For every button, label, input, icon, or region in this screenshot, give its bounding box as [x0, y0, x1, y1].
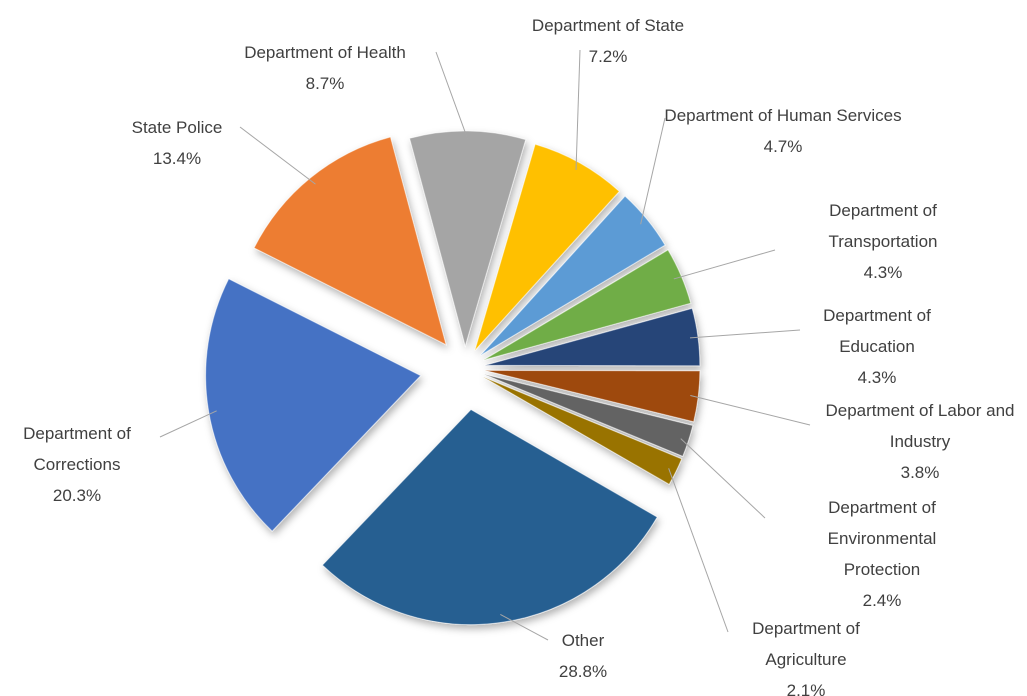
- data-label: State Police 13.4%: [97, 112, 257, 174]
- label-value: 8.7%: [305, 74, 345, 93]
- label-value: 13.4%: [152, 149, 202, 168]
- label-name: Other: [561, 631, 605, 650]
- label-value: 4.3%: [863, 263, 903, 282]
- data-label: Department of Agriculture 2.1%: [721, 613, 891, 696]
- label-name: State Police: [131, 118, 223, 137]
- pie-slice: [480, 195, 666, 356]
- data-label: Department of Environmental Protection 2.…: [797, 492, 967, 616]
- label-name: Department of Agriculture: [752, 619, 860, 669]
- label-name: Department of State: [531, 16, 685, 35]
- label-value: 20.3%: [52, 486, 102, 505]
- label-name: Department of Labor and Industry: [825, 401, 1015, 451]
- label-value: 2.4%: [862, 591, 902, 610]
- label-value: 7.2%: [588, 47, 628, 66]
- leader-line: [680, 438, 766, 519]
- label-name: Department of Environmental Protection: [827, 498, 937, 579]
- pie-slice: [482, 376, 683, 486]
- slices: [205, 130, 701, 625]
- leader-line: [640, 117, 666, 225]
- leader-line: [500, 614, 549, 641]
- leader-line: [575, 49, 581, 171]
- data-label: Department of Labor and Industry 3.8%: [800, 395, 1027, 488]
- label-value: 4.3%: [857, 368, 897, 387]
- pie-slice: [483, 373, 694, 457]
- data-label: Department of State 7.2%: [488, 10, 728, 72]
- leader-line: [668, 468, 729, 633]
- label-name: Department of Human Services: [664, 106, 902, 125]
- label-value: 3.8%: [900, 463, 940, 482]
- leader-line: [689, 329, 801, 339]
- pie-slice: [474, 143, 621, 351]
- label-value: 28.8%: [558, 662, 608, 681]
- pie-slice: [483, 249, 692, 361]
- leader-line: [239, 126, 316, 185]
- label-name: Department of Corrections: [23, 424, 131, 474]
- data-label: Department of Human Services 4.7%: [653, 100, 913, 162]
- data-label: Other 28.8%: [533, 625, 633, 687]
- label-value: 4.7%: [763, 137, 803, 156]
- leader-line: [159, 410, 217, 438]
- label-value: 2.1%: [786, 681, 826, 696]
- pie-slice: [484, 369, 701, 423]
- leader-line: [673, 249, 776, 280]
- label-name: Department of Transportation: [828, 201, 938, 251]
- leader-line: [690, 395, 811, 426]
- pie-slice: [321, 408, 658, 625]
- data-label: Department of Corrections 20.3%: [0, 418, 157, 511]
- data-label: Department of Transportation 4.3%: [798, 195, 968, 288]
- pie-slice: [205, 278, 422, 532]
- pie-slice: [253, 136, 447, 346]
- pie-slice: [408, 130, 527, 348]
- leader-line: [435, 51, 469, 140]
- data-label: Department of Education 4.3%: [792, 300, 962, 393]
- label-name: Department of Health: [244, 43, 406, 62]
- data-label: Department of Health 8.7%: [195, 37, 455, 99]
- label-name: Department of Education: [823, 306, 931, 356]
